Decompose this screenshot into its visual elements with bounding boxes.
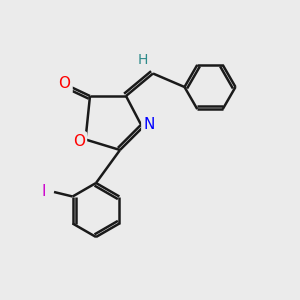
Text: O: O <box>73 134 85 148</box>
Text: H: H <box>137 53 148 67</box>
Text: O: O <box>58 76 70 92</box>
Text: I: I <box>42 184 46 200</box>
Text: N: N <box>143 117 155 132</box>
